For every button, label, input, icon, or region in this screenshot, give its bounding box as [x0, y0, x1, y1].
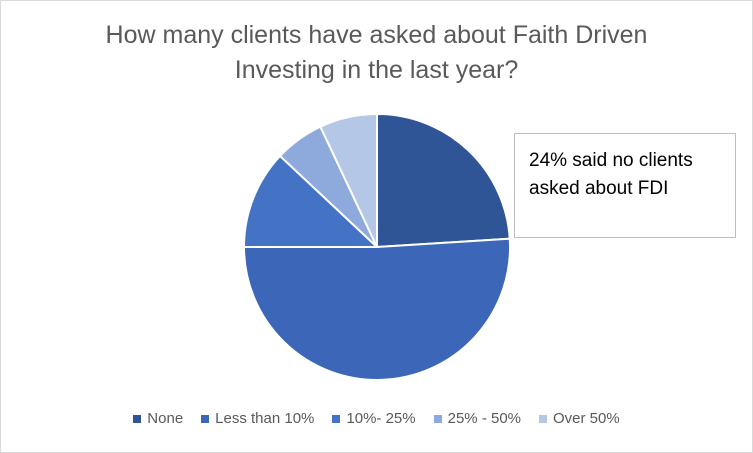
legend-item-0: None — [133, 410, 183, 427]
legend-item-3: 25% - 50% — [433, 410, 521, 427]
legend-swatch-1 — [201, 414, 210, 423]
legend-label-1: Less than 10% — [215, 410, 315, 427]
legend-swatch-3 — [433, 414, 442, 423]
pie-slice-1 — [242, 237, 511, 381]
pie-slice-4 — [319, 112, 378, 248]
chart-title-line-1: How many clients have asked about Faith … — [105, 21, 648, 49]
legend-item-4: Over 50% — [539, 410, 620, 427]
legend-swatch-4 — [539, 414, 547, 423]
annotation-line-2: asked about FDI — [529, 178, 669, 199]
legend-swatch-0 — [133, 414, 142, 423]
pie-slice-2 — [242, 154, 380, 248]
chart-legend: None Less than 10% 10%- 25% 25% - 50% Over 5… — [0, 410, 753, 427]
pie-slice-0 — [376, 112, 511, 249]
annotation-callout: 24% said no clients asked about FDI — [514, 133, 736, 238]
legend-label-2: 10%- 25% — [346, 410, 416, 427]
legend-swatch-2 — [332, 414, 341, 423]
annotation-line-1: 24% said no clients — [529, 150, 693, 171]
legend-item-1: Less than 10% — [201, 410, 314, 427]
legend-label-0: None — [147, 410, 184, 427]
legend-label-4: Over 50% — [553, 410, 620, 427]
chart-title: How many clients have asked about Faith … — [0, 18, 753, 88]
chart-title-line-2: Investing in the last year? — [234, 56, 519, 84]
legend-label-3: 25% - 50% — [447, 410, 521, 427]
legend-item-2: 10%- 25% — [332, 410, 416, 427]
